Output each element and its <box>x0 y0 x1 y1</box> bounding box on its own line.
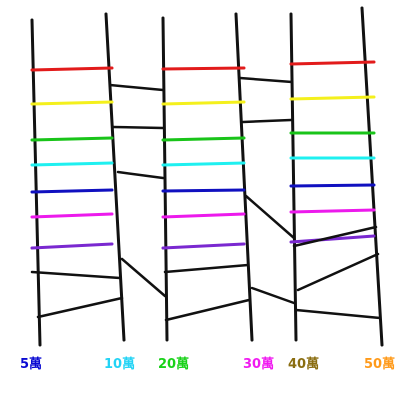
cross-link-4 <box>111 125 165 130</box>
rung-3-5 <box>289 183 376 188</box>
rung-3-2 <box>289 95 376 101</box>
rung-3-6 <box>289 208 376 214</box>
cross-link-13 <box>292 225 378 248</box>
rung-3-1 <box>289 60 376 66</box>
ladder-rail-4 <box>234 12 254 342</box>
rung-1-4 <box>30 161 114 167</box>
cross-link-3 <box>108 83 165 92</box>
ladder-rail-3 <box>161 16 169 342</box>
label-30wan: 30萬 <box>243 357 275 372</box>
label-20wan: 20萬 <box>158 357 190 372</box>
rung-1-3 <box>30 136 114 142</box>
rung-1-1 <box>30 66 114 72</box>
cross-link-11 <box>244 194 296 240</box>
rung-2-5 <box>161 188 246 193</box>
rung-2-2 <box>161 100 246 106</box>
label-10wan: 10萬 <box>104 357 136 372</box>
rung-2-7 <box>161 242 246 250</box>
ladder-rail-1 <box>30 18 42 347</box>
cross-link-6 <box>120 257 167 298</box>
rung-2-3 <box>161 136 246 142</box>
rung-1-5 <box>30 188 114 194</box>
rung-1-6 <box>30 212 114 219</box>
ladder-rail-6 <box>360 6 384 347</box>
rung-2-4 <box>161 161 246 167</box>
cross-link-14 <box>296 252 380 292</box>
ladder-rail-2 <box>104 12 126 342</box>
rung-1-7 <box>30 242 114 250</box>
cross-link-10 <box>241 118 293 124</box>
cross-link-2 <box>36 296 124 319</box>
rung-3-7 <box>289 234 376 244</box>
label-5wan: 5萬 <box>20 357 43 372</box>
rung-2-6 <box>161 212 246 219</box>
cross-link-5 <box>116 170 165 180</box>
rung-2-1 <box>161 66 246 71</box>
label-40wan: 40萬 <box>288 357 320 372</box>
cross-link-15 <box>294 308 382 320</box>
cross-link-12 <box>250 286 296 305</box>
ladder-rail-5 <box>289 12 298 342</box>
label-50wan: 50萬 <box>364 357 396 372</box>
cross-link-7 <box>163 263 250 274</box>
cross-link-8 <box>164 298 251 322</box>
cross-link-1 <box>30 270 122 280</box>
rung-1-2 <box>30 100 114 106</box>
cross-link-9 <box>238 76 294 84</box>
